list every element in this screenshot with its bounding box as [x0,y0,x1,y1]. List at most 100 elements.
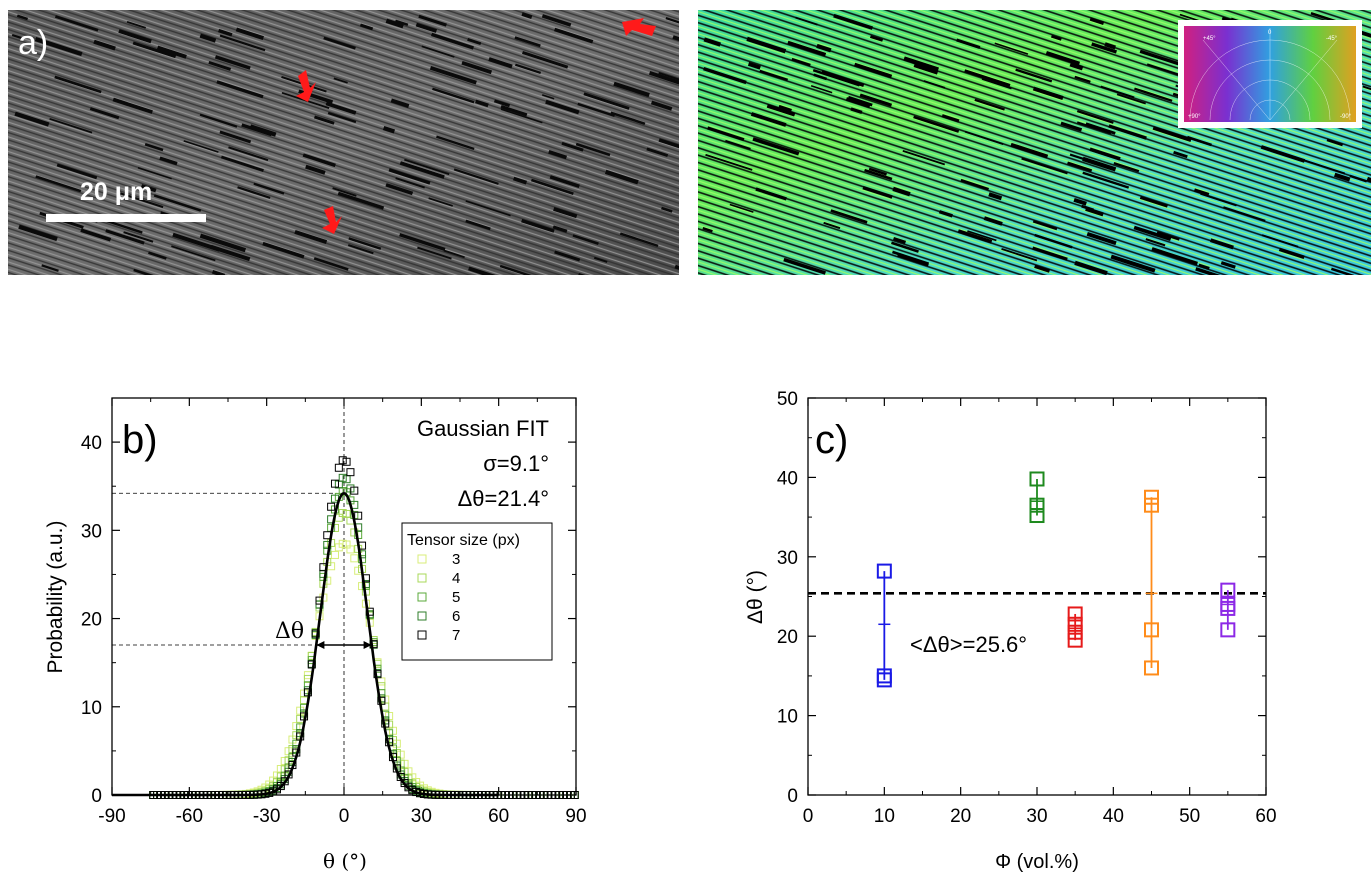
data-point [501,791,510,799]
data-point [408,773,417,782]
data-point [539,791,548,799]
pore [313,115,335,125]
data-point [535,791,544,799]
panel-label-a: a) [18,24,48,62]
data-point [423,789,432,798]
data-point [296,714,305,723]
data-point [172,791,181,799]
data-point [532,791,541,799]
data-point [222,790,231,799]
pore [337,191,385,210]
data-point [319,572,328,581]
data-point [570,791,579,799]
red-arrow-icon [322,206,342,234]
data-point [528,791,537,799]
data-point [311,631,320,640]
data-point [168,791,177,799]
data-point [149,791,158,799]
data-point [184,791,193,799]
data-point [296,706,305,715]
data-point [338,487,347,496]
x-tick-label: 90 [565,806,586,827]
data-point [439,790,448,799]
data-point [311,629,320,638]
data-point [508,791,517,799]
data-point [214,790,223,799]
data-point [187,790,196,799]
data-point [199,790,208,799]
data-point [385,734,394,743]
data-point [435,790,444,799]
data-point [330,523,339,532]
x-tick-label: 30 [1026,806,1047,827]
data-point [458,790,467,799]
pore [11,33,24,40]
data-point [570,791,579,799]
pore [1113,162,1140,173]
data-point [300,689,309,698]
data-point [1220,600,1236,616]
data-point [427,789,436,798]
data-point [199,791,208,799]
data-point [342,488,351,497]
data-point [404,767,413,776]
fit-curve [112,491,499,797]
data-point [269,787,278,796]
pore [417,246,452,260]
data-point [435,789,444,798]
data-point [195,791,204,799]
data-point [160,791,169,799]
pore [891,241,919,253]
pore [1362,85,1371,91]
data-point [419,784,428,793]
pore [171,245,216,262]
data-point [342,540,351,549]
data-point [485,791,494,799]
data-point [377,689,386,698]
pore [988,192,1003,201]
pore [105,229,145,245]
pore [967,230,997,242]
data-point [446,790,455,799]
data-point [454,790,463,799]
data-point [280,765,289,774]
pore [1010,142,1049,159]
data-point [276,780,285,789]
pore [1076,121,1112,135]
pore [133,268,169,275]
data-point [462,790,471,799]
data-point [462,790,471,799]
pore [561,141,584,152]
pore [453,168,499,185]
data-point [477,791,486,799]
data-point [458,790,467,799]
pore [1050,34,1062,41]
x-tick-label: 0 [803,806,814,827]
pore [549,175,580,188]
data-point [524,791,533,799]
pore [572,234,599,245]
data-point [501,791,510,799]
data-point [532,791,541,799]
pore [619,232,659,248]
data-point [535,791,544,799]
data-point [176,791,185,799]
data-point [369,638,378,647]
data-point [203,790,212,799]
data-point [323,576,332,585]
data-point [276,765,285,774]
data-point [272,777,281,786]
pore [783,257,826,275]
data-point [187,791,196,799]
pore [752,137,800,156]
data-point [1029,471,1045,487]
pore [325,101,357,115]
data-point [184,791,193,799]
pore [923,80,946,89]
data-point [187,791,196,799]
pore [382,125,396,134]
data-point [443,790,452,799]
data-point [876,563,892,579]
data-point [172,791,181,799]
data-point [191,791,200,799]
